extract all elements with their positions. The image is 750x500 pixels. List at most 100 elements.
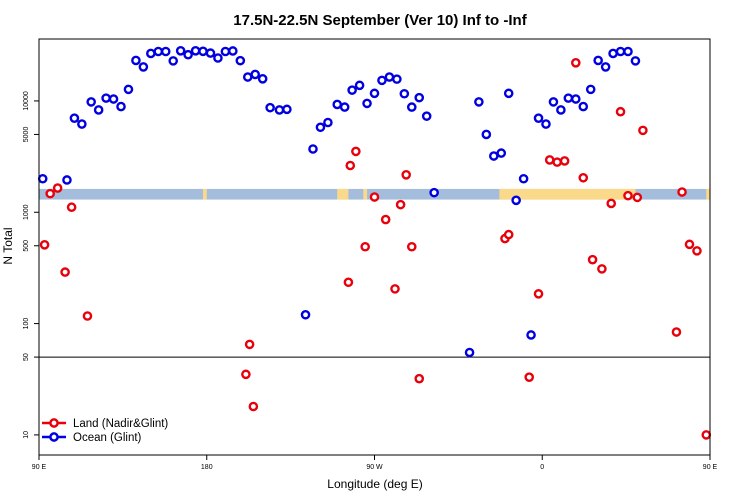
ocean-point [578, 101, 589, 112]
ocean-point [339, 102, 350, 112]
ocean-point [377, 75, 387, 86]
ocean-point [414, 92, 425, 103]
land-point [587, 254, 598, 265]
land-point [360, 241, 370, 252]
land-point [503, 229, 514, 240]
ocean-point [101, 93, 111, 103]
ocean-point [93, 105, 104, 115]
ocean-point [183, 49, 193, 60]
ocean-point [242, 72, 253, 82]
ocean-point [615, 46, 626, 57]
ocean-point [429, 187, 439, 198]
land-point [39, 240, 50, 250]
ocean-point [488, 151, 499, 161]
land-point [638, 125, 648, 136]
ocean-point [69, 113, 80, 123]
ocean-point [384, 72, 395, 82]
ocean-point [548, 97, 559, 107]
ocean-point [198, 46, 208, 57]
land-point [552, 157, 562, 167]
ocean-point [571, 94, 581, 104]
land-point [524, 372, 535, 382]
ocean-point [228, 46, 238, 56]
ocean-point [481, 129, 492, 140]
ocean-point [585, 84, 596, 95]
ocean-point [623, 46, 633, 57]
ocean-point [131, 55, 141, 66]
land-point [401, 170, 411, 180]
legend-marker-ocean [49, 432, 59, 442]
y-axis: 10 50 100 500 1000 5000 10000 [23, 91, 39, 439]
land-point [677, 187, 687, 197]
series-ocean [37, 46, 641, 358]
ocean-point [190, 46, 201, 56]
band-land-segment [203, 188, 207, 200]
ocean-point [526, 330, 536, 340]
legend-item-land: Land (Nadir&Glint) [42, 418, 168, 430]
ocean-point [556, 105, 566, 115]
land-point [52, 183, 63, 193]
ocean-point [205, 48, 216, 58]
y-tick-label: 10000 [23, 91, 30, 111]
band-land-segment [706, 188, 710, 200]
ocean-point [600, 62, 611, 72]
ocean-point [213, 53, 223, 63]
y-tick-label: 50 [23, 353, 30, 361]
x-tick-label: 90 W [366, 464, 383, 471]
ocean-point [332, 99, 343, 110]
land-point [369, 192, 380, 202]
ocean-point [323, 117, 333, 128]
ocean-point [160, 46, 171, 57]
legend-label-land: Land (Nadir&Glint) [73, 418, 168, 430]
plot-area [37, 38, 712, 456]
ocean-point [518, 173, 529, 184]
ocean-point [108, 94, 119, 104]
land-point [578, 172, 589, 183]
ocean-point [220, 46, 231, 57]
x-tick-label: 0 [540, 464, 544, 471]
ocean-point [399, 88, 410, 99]
ocean-point [563, 93, 574, 103]
land-point [45, 188, 55, 199]
legend-item-ocean: Ocean (Glint) [42, 432, 142, 444]
ocean-point [235, 55, 246, 66]
ocean-point [274, 105, 285, 115]
land-point [533, 289, 544, 299]
ocean-point [86, 97, 96, 107]
legend-label-ocean: Ocean (Glint) [73, 432, 142, 444]
land-point [380, 214, 391, 225]
ocean-point [168, 56, 178, 66]
ocean-point [300, 309, 311, 320]
series-land [39, 58, 712, 440]
ocean-point [496, 148, 507, 158]
legend: Land (Nadir&Glint) Ocean (Glint) [42, 418, 168, 444]
x-axis-label: Longitude (deg E) [327, 477, 422, 491]
ocean-point [265, 102, 275, 113]
chart-title: 17.5N-22.5N September (Ver 10) Inf to -I… [233, 12, 527, 29]
land-point [559, 156, 570, 166]
ocean-point [123, 84, 134, 95]
ocean-point [474, 97, 484, 107]
land-point [60, 267, 70, 277]
x-tick-label: 90 E [703, 464, 718, 471]
land-point [343, 277, 354, 288]
land-point [244, 339, 255, 350]
plot-frame [38, 38, 711, 456]
ocean-point [593, 55, 603, 66]
ocean-point [511, 195, 521, 206]
x-tick-label: 180 [201, 464, 213, 471]
ocean-point [308, 144, 318, 154]
y-axis-label: N Total [1, 227, 15, 264]
data-points [37, 46, 712, 440]
ocean-point [315, 122, 326, 133]
y-tick-label: 1000 [23, 204, 30, 220]
x-axis: 90 E 180 90 W 0 90 E [32, 455, 718, 471]
ocean-point [608, 48, 618, 59]
ocean-point [503, 88, 514, 99]
ocean-point [116, 101, 126, 112]
ocean-point [362, 98, 372, 109]
ocean-point [175, 46, 186, 56]
land-point [544, 155, 555, 165]
land-point [351, 146, 361, 157]
land-point [701, 430, 712, 440]
